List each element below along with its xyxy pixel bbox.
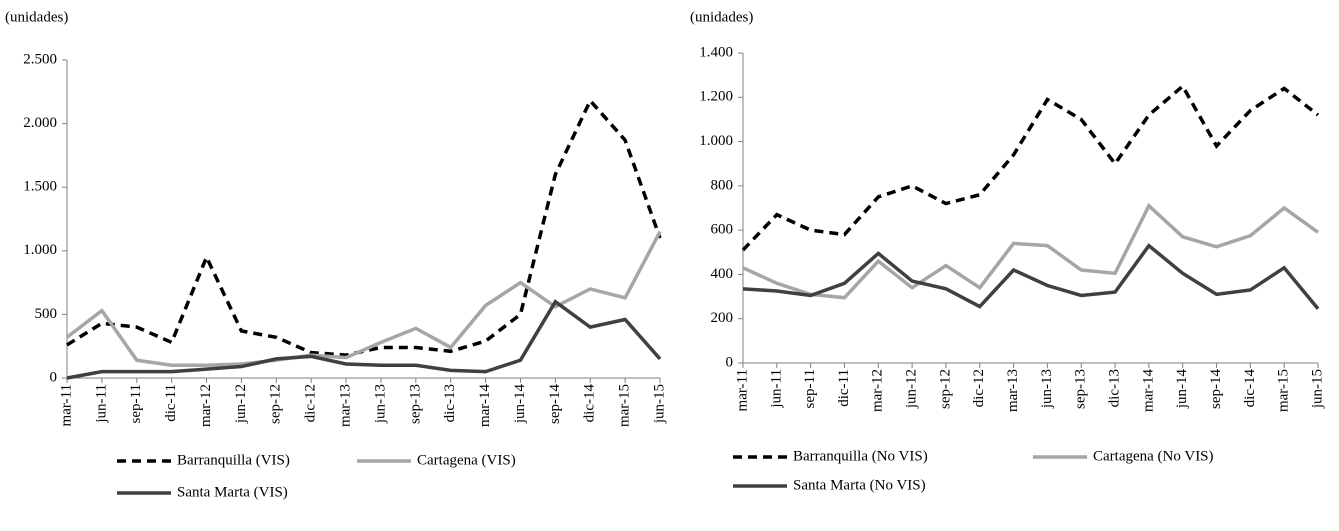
y-tick-label: 1.000 [23,242,57,258]
y-tick-label: 500 [35,306,58,322]
x-tick-label: sep-11 [128,384,144,423]
x-tick-label: jun-14 [512,384,528,425]
y-tick-label: 0 [50,369,58,385]
y-tick-label: 1.500 [23,179,57,195]
y-tick-label: 2.000 [23,115,57,131]
y-tick-label: 800 [711,177,734,193]
x-tick-label: jun-13 [372,384,388,424]
series-line [741,83,1320,252]
x-tick-label: sep-12 [937,369,953,409]
x-tick-label: dic-13 [1106,369,1122,407]
series-line [65,230,662,368]
series-line [742,243,1320,310]
y-tick-label: 1.200 [699,89,733,105]
x-tick-label: dic-11 [163,384,179,422]
y-tick-label: 2.500 [23,51,57,67]
x-tick-label: mar-14 [477,384,493,428]
x-tick-label: mar-12 [870,369,886,412]
y-tick-label: 1.400 [699,44,733,60]
y-tick-label: 400 [711,266,734,282]
x-tick-label: mar-15 [1276,369,1292,412]
x-tick-label: dic-13 [442,384,458,422]
x-tick-label: dic-11 [836,369,852,407]
x-tick-label: dic-14 [1242,369,1258,408]
x-tick-label: sep-14 [1208,369,1224,409]
x-tick-label: jun-15 [651,384,667,424]
x-tick-label: sep-12 [268,384,284,424]
x-tick-label: sep-13 [1073,369,1089,409]
x-tick-label: jun-15 [1309,369,1325,409]
y-tick-label: 1.000 [699,133,733,149]
legend-label: Barranquilla (VIS) [177,452,290,468]
x-tick-label: dic-12 [303,384,319,422]
x-tick-label: dic-12 [971,369,987,407]
series-line [742,202,1320,300]
series-line [66,299,662,380]
x-tick-label: mar-11 [734,369,750,411]
x-tick-label: mar-15 [617,384,633,427]
legend-label: Santa Marta (No VIS) [793,477,926,493]
x-tick-label: sep-13 [407,384,423,424]
x-tick-label: jun-14 [1174,369,1190,410]
y-tick-label: 200 [711,310,734,326]
x-tick-label: sep-14 [547,384,563,424]
x-tick-label: jun-13 [1039,369,1055,409]
x-tick-label: jun-12 [233,384,249,424]
series-line [66,97,662,357]
x-tick-label: mar-13 [337,384,353,427]
legend-label: Santa Marta (VIS) [177,484,288,500]
x-tick-label: mar-12 [198,384,214,427]
legend-label: Barranquilla (No VIS) [793,448,928,464]
x-tick-label: mar-14 [1140,369,1156,413]
y-tick-label: 0 [726,354,734,370]
x-tick-label: mar-13 [1005,369,1021,412]
x-tick-label: jun-11 [93,384,109,424]
legend-label: Cartagena (VIS) [417,452,516,468]
x-tick-label: jun-11 [768,369,784,409]
x-tick-label: dic-14 [582,384,598,423]
x-tick-label: sep-11 [802,369,818,408]
y-axis-label: (unidades) [690,9,753,25]
x-tick-label: mar-11 [58,384,74,426]
y-tick-label: 600 [711,222,734,238]
y-axis-label: (unidades) [5,9,68,25]
x-tick-label: jun-12 [904,369,920,409]
legend-label: Cartagena (No VIS) [1093,448,1214,464]
